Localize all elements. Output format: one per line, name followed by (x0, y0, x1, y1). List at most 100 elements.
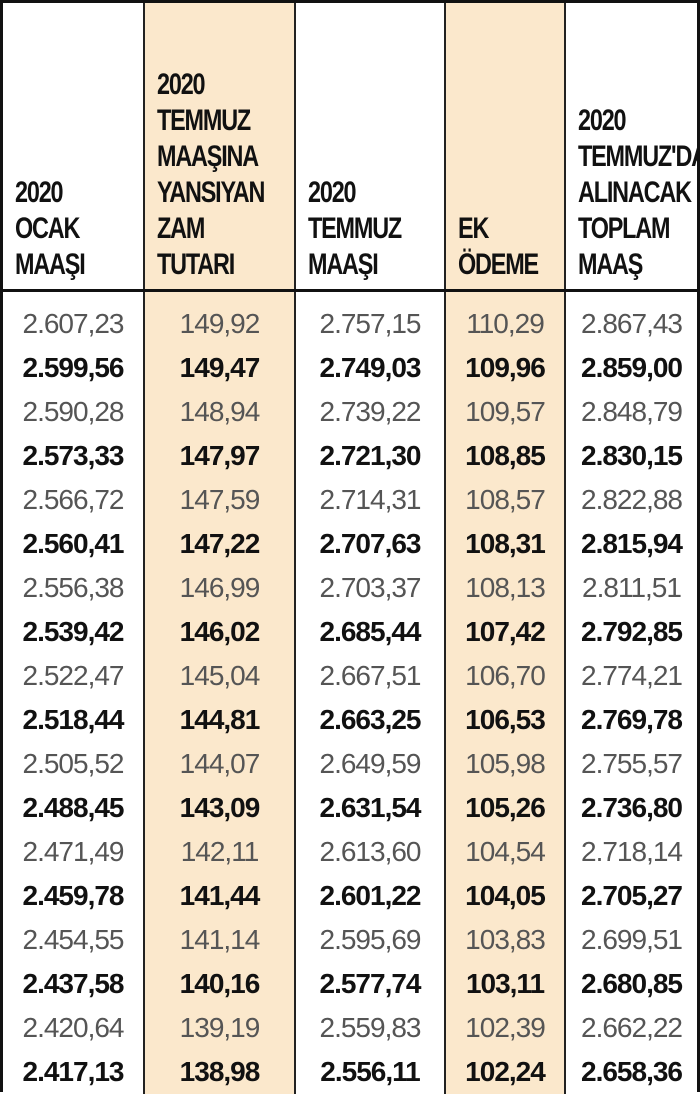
table-cell: 2.714,31 (295, 478, 445, 522)
table-cell: 104,05 (445, 874, 565, 918)
table-cell: 2.792,85 (565, 610, 697, 654)
table-cell: 102,24 (445, 1050, 565, 1094)
table-cell: 2.658,36 (565, 1050, 697, 1094)
table-cell: 105,98 (445, 742, 565, 786)
table-cell: 2.703,37 (295, 566, 445, 610)
table-cell: 109,96 (445, 346, 565, 390)
table-cell: 106,53 (445, 698, 565, 742)
table-cell: 108,85 (445, 434, 565, 478)
table-cell: 2.705,27 (565, 874, 697, 918)
table-cell: 104,54 (445, 830, 565, 874)
table-cell: 2.595,69 (295, 918, 445, 962)
table-cell: 146,99 (144, 566, 295, 610)
table-cell: 2.454,55 (3, 918, 144, 962)
table-cell: 2.518,44 (3, 698, 144, 742)
table-cell: 2.757,15 (295, 291, 445, 347)
table-cell: 139,19 (144, 1006, 295, 1050)
table-cell: 108,31 (445, 522, 565, 566)
table-cell: 2.718,14 (565, 830, 697, 874)
column-header-extra-payment: EK ÖDEME (445, 3, 565, 291)
table-cell: 109,57 (445, 390, 565, 434)
table-cell: 2.590,28 (3, 390, 144, 434)
table-cell: 2.488,45 (3, 786, 144, 830)
table-cell: 2.663,25 (295, 698, 445, 742)
table-cell: 2.607,23 (3, 291, 144, 347)
table-cell: 2.699,51 (565, 918, 697, 962)
table-cell: 2.577,74 (295, 962, 445, 1006)
table-cell: 2.559,83 (295, 1006, 445, 1050)
table-cell: 141,44 (144, 874, 295, 918)
table-cell: 147,59 (144, 478, 295, 522)
column-header-raise-amount: 2020 TEMMUZ MAAŞINA YANSIYAN ZAM TUTARI (144, 3, 295, 291)
table-cell: 144,81 (144, 698, 295, 742)
table-cell: 2.505,52 (3, 742, 144, 786)
table-cell: 2.662,22 (565, 1006, 697, 1050)
table-cell: 2.556,38 (3, 566, 144, 610)
table-cell: 102,39 (445, 1006, 565, 1050)
table-cell: 2.859,00 (565, 346, 697, 390)
table-cell: 2.556,11 (295, 1050, 445, 1094)
salary-table: 2020 OCAK MAAŞI 2020 TEMMUZ MAAŞINA YANS… (3, 3, 697, 1094)
table-cell: 147,97 (144, 434, 295, 478)
table-cell: 146,02 (144, 610, 295, 654)
table-cell: 2.755,57 (565, 742, 697, 786)
table-cell: 2.601,22 (295, 874, 445, 918)
column-header-january-salary: 2020 OCAK MAAŞI (3, 3, 144, 291)
table-cell: 106,70 (445, 654, 565, 698)
table-cell: 147,22 (144, 522, 295, 566)
table-cell: 140,16 (144, 962, 295, 1006)
table-cell: 2.736,80 (565, 786, 697, 830)
table-cell: 103,83 (445, 918, 565, 962)
header-row: 2020 OCAK MAAŞI 2020 TEMMUZ MAAŞINA YANS… (3, 3, 697, 291)
table-cell: 2.539,42 (3, 610, 144, 654)
table-cell: 2.573,33 (3, 434, 144, 478)
table-cell: 2.848,79 (565, 390, 697, 434)
table-cell: 2.867,43 (565, 291, 697, 347)
table-cell: 2.613,60 (295, 830, 445, 874)
table-cell: 2.769,78 (565, 698, 697, 742)
table-cell: 2.680,85 (565, 962, 697, 1006)
table-cell: 2.707,63 (295, 522, 445, 566)
table-cell: 2.649,59 (295, 742, 445, 786)
column-header-july-salary: 2020 TEMMUZ MAAŞI (295, 3, 445, 291)
table-cell: 108,57 (445, 478, 565, 522)
table-cell: 2.631,54 (295, 786, 445, 830)
table-cell: 2.667,51 (295, 654, 445, 698)
table-cell: 2.459,78 (3, 874, 144, 918)
table-cell: 138,98 (144, 1050, 295, 1094)
table-cell: 144,07 (144, 742, 295, 786)
table-cell: 2.822,88 (565, 478, 697, 522)
table-cell: 105,26 (445, 786, 565, 830)
table-cell: 141,14 (144, 918, 295, 962)
table-cell: 2.749,03 (295, 346, 445, 390)
table-cell: 103,11 (445, 962, 565, 1006)
table-cell: 148,94 (144, 390, 295, 434)
table-cell: 2.830,15 (565, 434, 697, 478)
table-cell: 2.471,49 (3, 830, 144, 874)
table-cell: 2.560,41 (3, 522, 144, 566)
column-header-total-salary: 2020 TEMMUZ'DA ALINACAK TOPLAM MAAŞ (565, 3, 697, 291)
table-cell: 2.522,47 (3, 654, 144, 698)
table-cell: 142,11 (144, 830, 295, 874)
table-cell: 108,13 (445, 566, 565, 610)
table-cell: 2.774,21 (565, 654, 697, 698)
table-cell: 2.599,56 (3, 346, 144, 390)
table-cell: 149,92 (144, 291, 295, 347)
table-cell: 2.721,30 (295, 434, 445, 478)
